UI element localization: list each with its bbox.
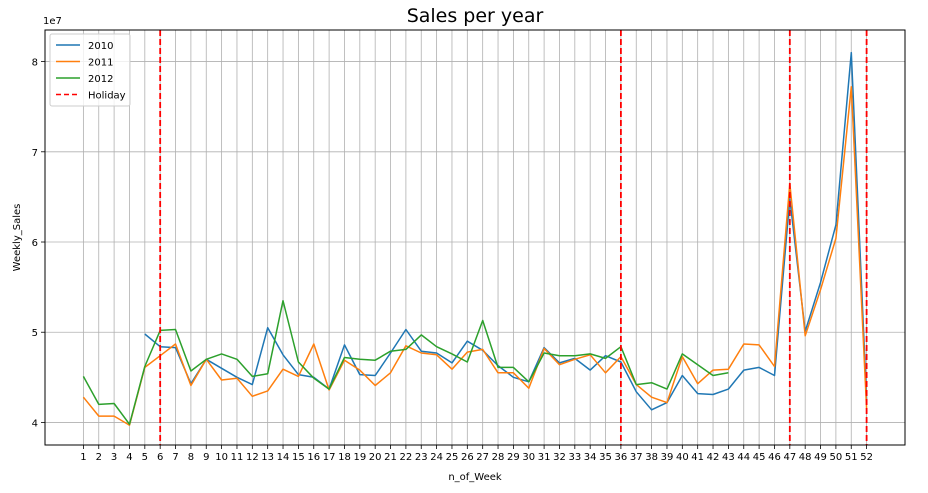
series-lines: [82, 51, 868, 426]
grid: [45, 30, 905, 445]
x-tick-label: 30: [522, 452, 535, 463]
x-tick-label: 1: [80, 452, 86, 463]
x-tick-label: 27: [476, 452, 489, 463]
series-line-2011: [82, 86, 868, 426]
x-tick-label: 51: [845, 452, 858, 463]
x-tick-label: 11: [231, 452, 244, 463]
x-tick-label: 26: [461, 452, 474, 463]
y-tick-label: 5: [32, 328, 38, 339]
legend-label: 2012: [88, 74, 113, 85]
x-tick-label: 16: [307, 452, 320, 463]
x-tick-label: 12: [246, 452, 259, 463]
x-tick-label: 25: [446, 452, 459, 463]
x-tick-label: 13: [261, 452, 274, 463]
x-tick-label: 43: [722, 452, 735, 463]
x-tick-label: 23: [415, 452, 428, 463]
x-tick-label: 46: [768, 452, 781, 463]
x-tick-label: 42: [707, 452, 720, 463]
x-tick-label: 28: [492, 452, 505, 463]
x-tick-label: 49: [814, 452, 827, 463]
legend-items: 2010 2011 2012 Holiday: [56, 41, 126, 102]
x-tick-label: 8: [188, 452, 194, 463]
x-tick-label: 44: [737, 452, 750, 463]
x-tick-label: 19: [353, 452, 366, 463]
x-tick-label: 24: [430, 452, 443, 463]
x-tick-label: 38: [645, 452, 658, 463]
x-tick-label: 4: [126, 452, 132, 463]
x-tick-label: 15: [292, 452, 305, 463]
x-tick-label: 50: [830, 452, 843, 463]
x-tick-label: 45: [753, 452, 766, 463]
x-tick-label: 5: [142, 452, 148, 463]
y-tick-label: 7: [32, 148, 38, 159]
x-tick-label: 7: [172, 452, 178, 463]
x-tick-label: 3: [111, 452, 117, 463]
x-tick-label: 17: [323, 452, 336, 463]
y-tick-label: 4: [32, 418, 38, 429]
x-tick-label: 41: [691, 452, 704, 463]
legend-label: Holiday: [88, 91, 126, 102]
y-axis-offset-text: 1e7: [43, 16, 62, 27]
legend: 2010 2011 2012 Holiday: [49, 33, 131, 107]
x-tick-label: 40: [676, 452, 689, 463]
x-tick-label: 20: [369, 452, 382, 463]
y-axis-ticks: 4 5 6 7 8: [32, 58, 45, 429]
x-tick-label: 18: [338, 452, 351, 463]
x-tick-label: 52: [860, 452, 873, 463]
legend-label: 2011: [88, 58, 113, 69]
holiday-lines: [159, 30, 868, 445]
x-tick-label: 10: [215, 452, 228, 463]
x-tick-label: 47: [783, 452, 796, 463]
chart-title: Sales per year: [407, 5, 544, 27]
x-tick-label: 37: [630, 452, 643, 463]
y-tick-label: 8: [32, 58, 38, 69]
y-axis-label: Weekly_Sales: [12, 204, 23, 272]
x-tick-label: 33: [568, 452, 581, 463]
y-tick-label: 6: [32, 238, 38, 249]
x-tick-label: 48: [799, 452, 812, 463]
x-tick-label: 32: [553, 452, 566, 463]
x-tick-label: 29: [507, 452, 520, 463]
x-tick-label: 31: [538, 452, 551, 463]
legend-box: [49, 33, 131, 107]
x-axis-ticks: 1 2 3 4 5 6 7 8 9 10 11 12 13 14 15 16 17 18 19 20 21 22 23 24 2…: [80, 445, 873, 463]
x-axis-label: n_of_Week: [448, 472, 502, 483]
x-tick-label: 21: [384, 452, 397, 463]
x-tick-label: 14: [277, 452, 290, 463]
x-tick-label: 35: [599, 452, 612, 463]
plot-frame: [44, 29, 906, 446]
x-tick-label: 39: [661, 452, 674, 463]
legend-label: 2010: [88, 41, 113, 52]
x-tick-label: 34: [584, 452, 597, 463]
x-tick-label: 22: [400, 452, 413, 463]
x-tick-label: 9: [203, 452, 209, 463]
x-tick-label: 36: [615, 452, 628, 463]
x-tick-label: 2: [96, 452, 102, 463]
x-tick-label: 6: [157, 452, 163, 463]
series-line-2010: [144, 51, 868, 411]
